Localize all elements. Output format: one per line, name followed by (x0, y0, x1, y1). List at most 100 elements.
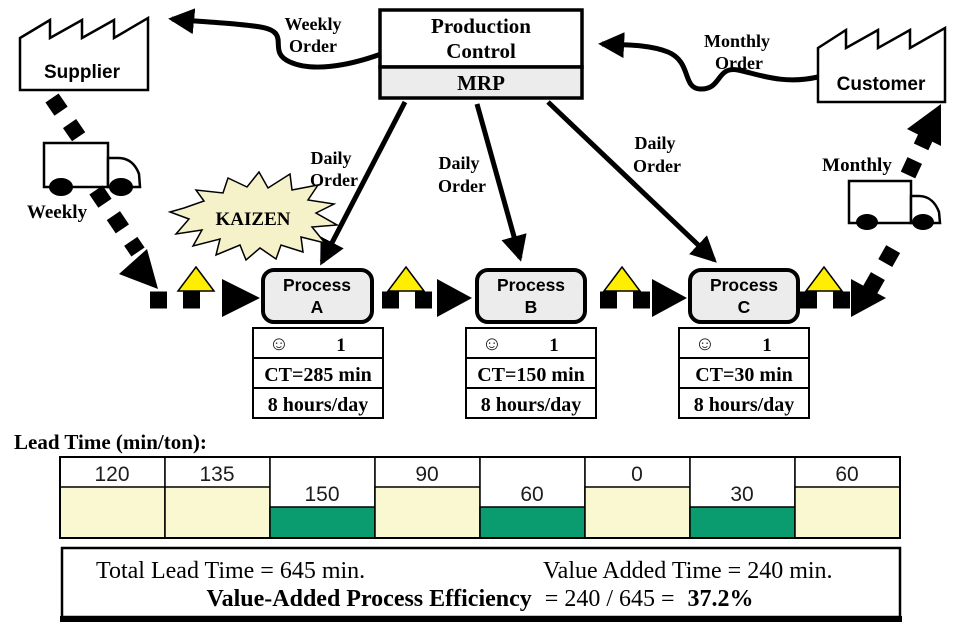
daily-order-arrow-a (319, 100, 408, 266)
daily-order-b-line1: Daily (438, 153, 479, 173)
non-value-added-band (59, 486, 166, 539)
weekly-order-label-line1: Weekly (285, 14, 342, 34)
production-control-box: Production Control MRP (378, 8, 584, 100)
process-c-box: Process C (688, 268, 800, 324)
efficiency-value: 37.2% (688, 586, 754, 612)
process-rect (261, 268, 374, 324)
mrp-label: MRP (457, 71, 505, 95)
process-c-letter: C (738, 297, 751, 317)
table-border (465, 327, 597, 419)
daily-order-arrow-b (474, 103, 527, 262)
push-arrow-truck-to-customer (900, 128, 936, 179)
schedule: 8 hours/day (268, 394, 369, 416)
summary-border (60, 546, 902, 619)
segment-value: 120 (94, 463, 129, 486)
process-b-name: Process (497, 275, 565, 295)
schedule: 8 hours/day (481, 394, 582, 416)
lead-time-ladder-border (59, 456, 901, 539)
process-rect (688, 268, 800, 324)
efficiency-label: Value-Added Process Efficiency (206, 586, 531, 612)
lead-time-segment-0: 120 (59, 456, 166, 539)
process-b-letter: B (525, 297, 538, 317)
lead-time-heading: Lead Time (min/ton): (14, 430, 207, 454)
push-arrow-truck-to-line (89, 185, 145, 257)
total-lead-time: Total Lead Time = 645 min. (96, 558, 365, 584)
table-border (678, 327, 810, 419)
cycle-time: CT=30 min (695, 364, 793, 386)
segment-value: 90 (415, 463, 438, 486)
operator-count: 1 (336, 335, 346, 356)
value-added-band (269, 506, 376, 539)
supplier-label: Supplier (44, 62, 121, 83)
cycle-time: CT=285 min (264, 364, 372, 386)
customer-label: Customer (837, 74, 926, 95)
factory-icon (816, 25, 947, 104)
segment-value: 30 (730, 483, 753, 506)
summary-box: Total Lead Time = 645 min. Value Added T… (60, 546, 902, 622)
value-added-time: Value Added Time = 240 min. (543, 558, 833, 584)
non-value-added-band (164, 486, 271, 539)
push-arrowhead (652, 279, 687, 317)
segment-value: 135 (199, 463, 234, 486)
truck-wheel (49, 178, 73, 196)
segment-value: 60 (835, 463, 858, 486)
kaizen-burst: KAIZEN (167, 170, 340, 262)
inventory-triangle-icon (804, 265, 844, 292)
push-arrowhead (222, 279, 260, 317)
process-a-letter: A (311, 297, 324, 317)
operator-icon: ☺ (269, 333, 289, 355)
truck-wheel (109, 178, 133, 196)
cycle-time: CT=150 min (477, 364, 585, 386)
segment-value: 0 (631, 463, 643, 486)
monthly-order-arrow (598, 32, 819, 92)
burst-icon (167, 170, 340, 262)
process-b-data-table: ☺ 1 CT=150 min 8 hours/day (465, 327, 597, 419)
segment-value: 60 (520, 483, 543, 506)
truck-body (847, 179, 913, 225)
daily-order-a-line2: Order (310, 170, 358, 190)
lead-time-segment-5: 0 (584, 456, 691, 539)
inventory-triangle-icon (176, 265, 216, 292)
lead-time-segment-2: 150 (269, 456, 376, 539)
process-rect (475, 268, 587, 324)
lead-time-segment-1: 135 (164, 456, 271, 539)
process-a-name: Process (283, 275, 351, 295)
production-control-line1: Production (431, 14, 531, 38)
monthly-order-label-line2: Order (715, 53, 763, 73)
push-arrow-line-to-truck (863, 233, 907, 294)
inventory-triangle-icon (386, 265, 426, 292)
push-arrowhead (907, 104, 941, 146)
operator-icon: ☺ (695, 333, 715, 355)
lead-time-segment-6: 30 (689, 456, 796, 539)
table-border (252, 327, 384, 419)
process-b-box: Process B (475, 268, 587, 324)
value-added-band (689, 506, 796, 539)
production-control-rect (378, 8, 584, 69)
process-a-data-table: ☺ 1 CT=285 min 8 hours/day (252, 327, 384, 419)
supplier-factory-icon: Supplier (18, 15, 150, 92)
kaizen-label: KAIZEN (216, 209, 291, 230)
operator-count: 1 (549, 335, 559, 356)
non-value-added-band (794, 486, 901, 539)
push-arrowhead (437, 279, 472, 317)
weekly-shipment-label: Weekly (27, 202, 88, 223)
non-value-added-band (374, 486, 481, 539)
factory-icon (18, 15, 150, 92)
customer-factory-icon: Customer (816, 25, 947, 104)
monthly-shipment-truck-icon: Monthly (822, 155, 942, 230)
push-arrow-supplier-to-truck (45, 93, 92, 151)
operator-icon: ☺ (482, 333, 502, 355)
daily-order-arrow-c (546, 100, 717, 263)
production-control-line2: Control (446, 39, 516, 63)
mrp-rect (378, 65, 584, 100)
daily-order-c-line2: Order (633, 156, 681, 176)
weekly-order-label-line2: Order (289, 36, 337, 56)
efficiency-line: Value-Added Process Efficiency = 240 / 6… (206, 586, 753, 612)
lead-time-segment-3: 90 (374, 456, 481, 539)
weekly-order-arrow (168, 8, 382, 70)
process-c-data-table: ☺ 1 CT=30 min 8 hours/day (678, 327, 810, 419)
value-added-band (479, 506, 586, 539)
daily-order-c-line1: Daily (634, 133, 675, 153)
schedule: 8 hours/day (694, 394, 795, 416)
